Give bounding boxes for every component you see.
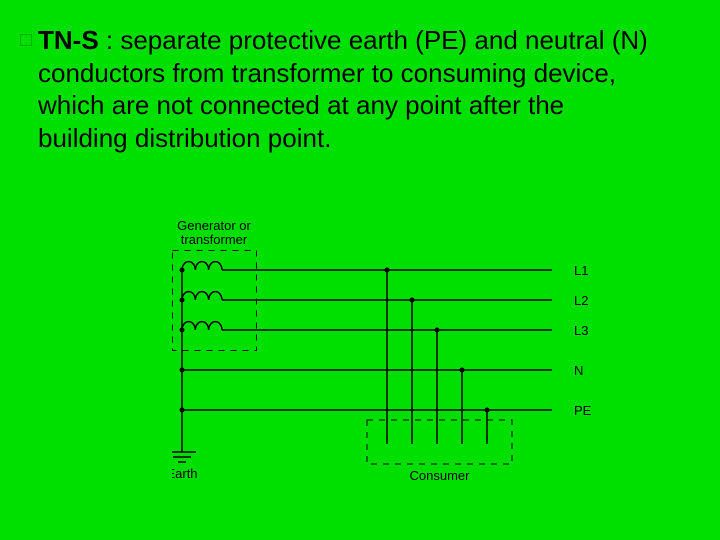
earth-label: Earth bbox=[172, 466, 198, 480]
diagram-svg: Generator ortransformerL1L2L3NPEEarthCon… bbox=[172, 220, 602, 480]
tap-dot-PE bbox=[485, 408, 490, 413]
tap-dot-L2 bbox=[410, 298, 415, 303]
coil-0 bbox=[182, 262, 222, 270]
node-n bbox=[180, 368, 185, 373]
node-pe bbox=[180, 408, 185, 413]
bus-label-L2: L2 bbox=[574, 293, 588, 308]
heading-label: TN-S bbox=[38, 25, 99, 55]
bus-label-PE: PE bbox=[574, 403, 592, 418]
coil-node-1 bbox=[180, 298, 185, 303]
tap-dot-N bbox=[460, 368, 465, 373]
bus-label-L3: L3 bbox=[574, 323, 588, 338]
source-label-1: transformer bbox=[181, 232, 248, 247]
bus-label-L1: L1 bbox=[574, 263, 588, 278]
coil-node-0 bbox=[180, 268, 185, 273]
consumer-box bbox=[367, 420, 512, 464]
description-text: TN-S : separate protective earth (PE) an… bbox=[38, 24, 658, 154]
coil-2 bbox=[182, 322, 222, 330]
coil-node-2 bbox=[180, 328, 185, 333]
tap-dot-L3 bbox=[435, 328, 440, 333]
bus-label-N: N bbox=[574, 363, 583, 378]
bullet-marker bbox=[20, 34, 32, 46]
consumer-label: Consumer bbox=[410, 468, 471, 480]
tn-s-diagram: Generator ortransformerL1L2L3NPEEarthCon… bbox=[172, 220, 602, 480]
tap-dot-L1 bbox=[385, 268, 390, 273]
coil-1 bbox=[182, 292, 222, 300]
heading-description: : separate protective earth (PE) and neu… bbox=[38, 25, 648, 153]
